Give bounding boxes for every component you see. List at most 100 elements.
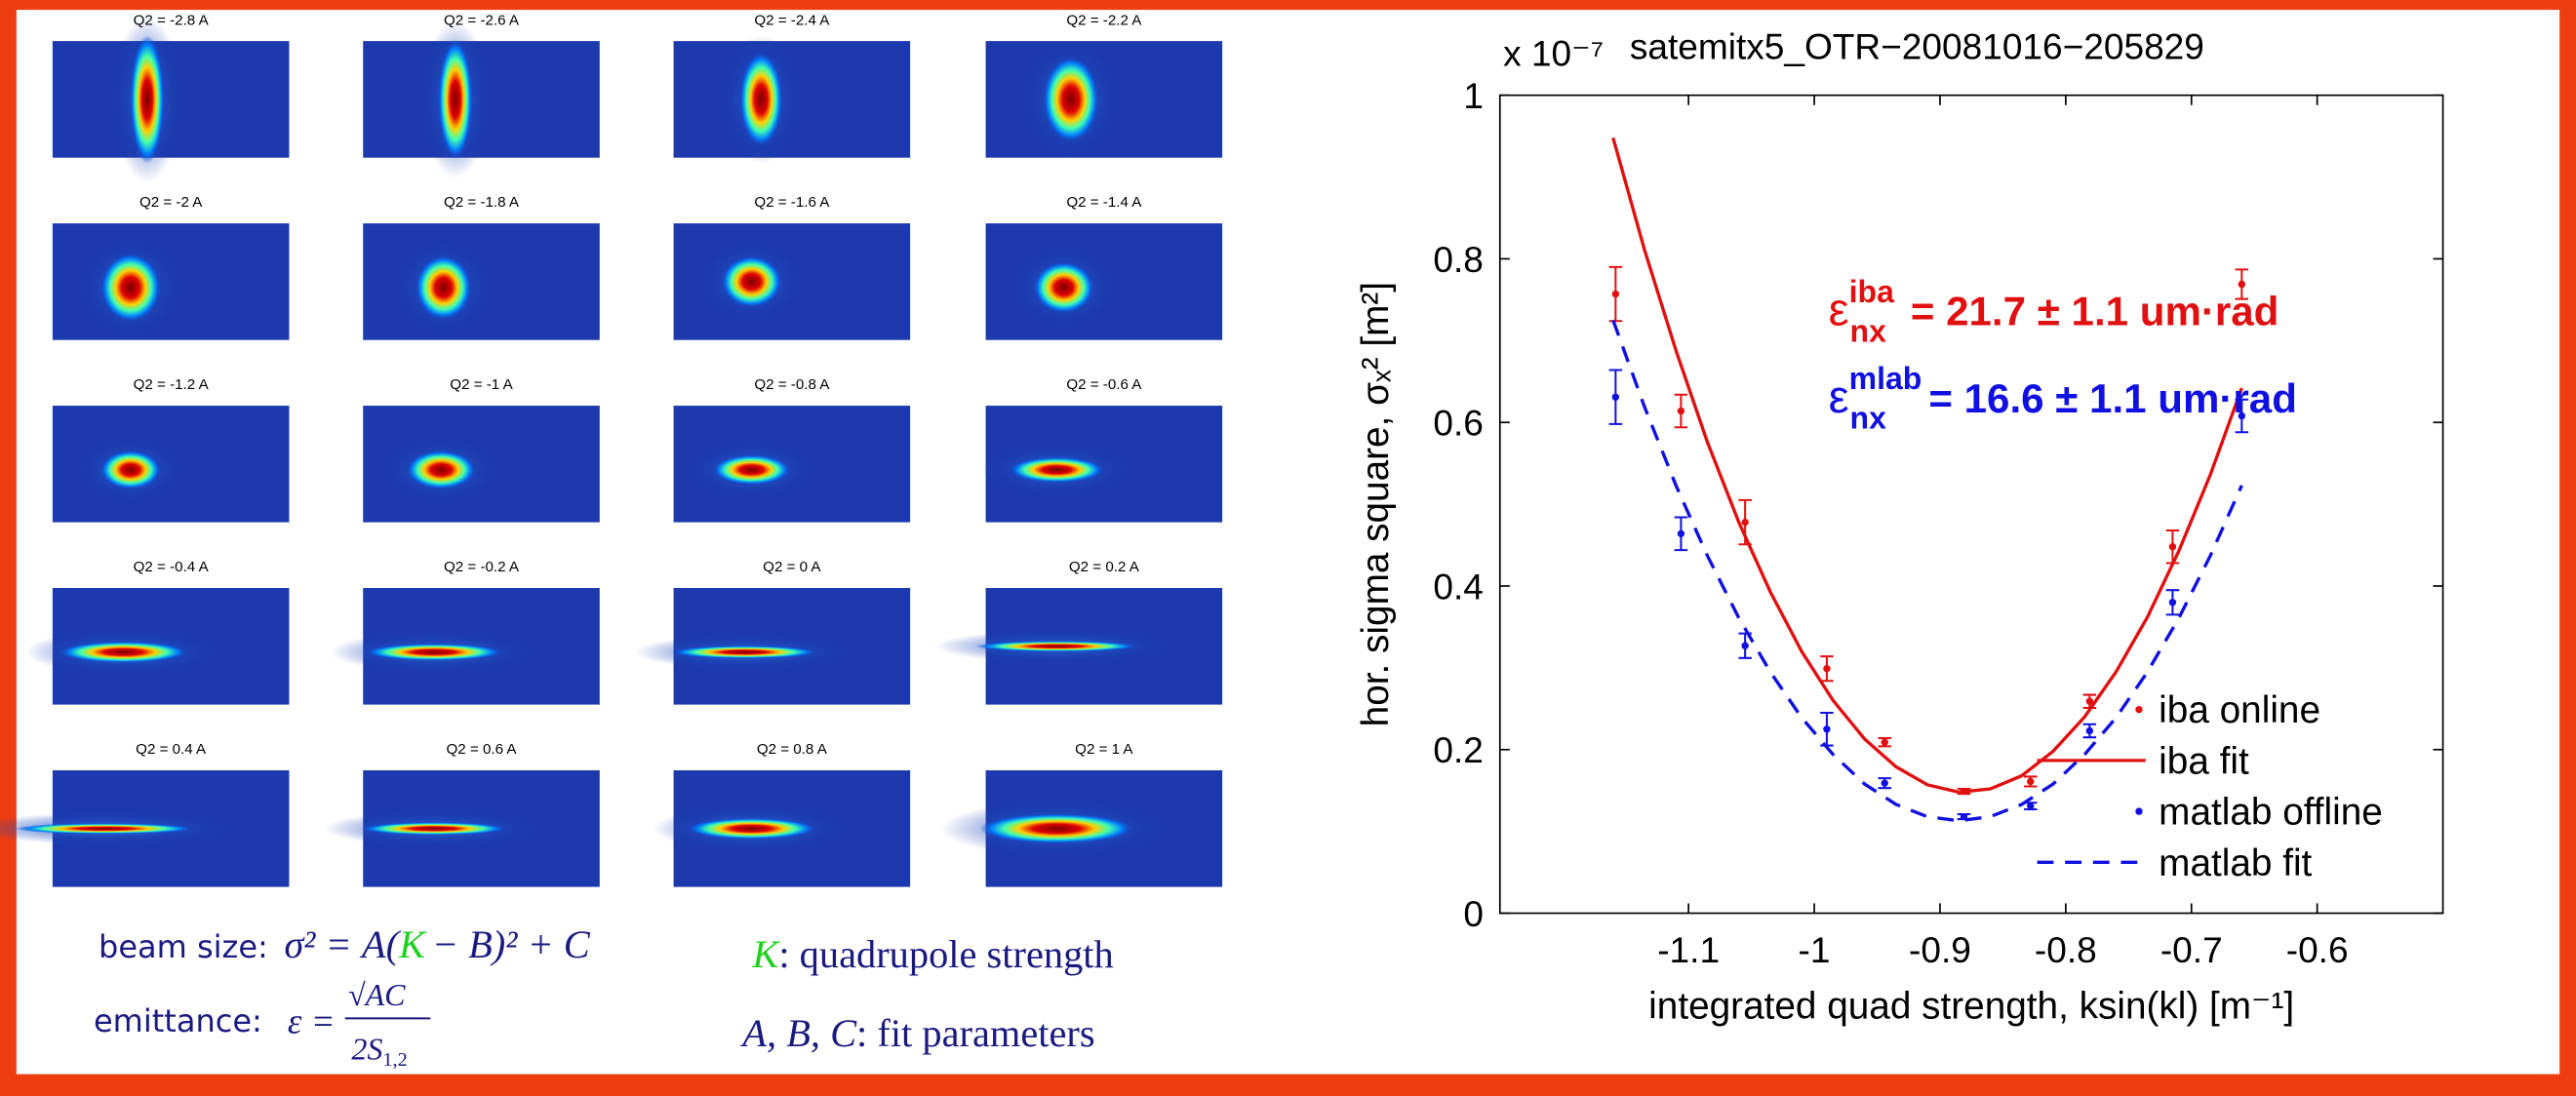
data-point <box>1823 665 1831 673</box>
abc-text: : fit parameters <box>856 1011 1095 1055</box>
beam-spot <box>416 255 472 320</box>
chart: x 10⁻⁷ satemitx5_OTR−20081016−205829 int… <box>1355 26 2444 1027</box>
image-label: Q2 = -1.2 A <box>134 376 210 393</box>
x-tick-label: -0.6 <box>2286 929 2349 970</box>
data-point <box>2027 777 2035 786</box>
x-axis-label: integrated quad strength, ksin(kl) [m⁻¹] <box>1648 985 2294 1027</box>
data-point <box>2085 726 2094 735</box>
annotation-symbol: ε <box>1829 371 1849 422</box>
x-tick-label: -1.1 <box>1657 929 1720 970</box>
beam-spot <box>687 817 816 840</box>
k-text: : quadrupole strength <box>778 932 1113 976</box>
annotation-text: = 21.7 ± 1.1 um·rad <box>1911 289 2279 334</box>
data-point <box>1741 518 1749 527</box>
beam-spot <box>100 450 161 489</box>
image-label: Q2 = 0.2 A <box>1069 559 1140 575</box>
beam-spot <box>1010 456 1104 483</box>
image-label: Q2 = 0.8 A <box>757 741 828 758</box>
beam-spot <box>100 253 161 322</box>
image-label: Q2 = 0.6 A <box>447 741 518 758</box>
beam-spot <box>671 646 817 659</box>
image-label: Q2 = 1 A <box>1075 741 1133 758</box>
y-tick-label: 0.4 <box>1433 566 1484 607</box>
legend-swatch <box>2135 807 2143 815</box>
beam-spot <box>15 823 195 835</box>
denominator-sub: 1,2 <box>382 1049 407 1071</box>
data-point <box>1881 738 1888 746</box>
y-tick-label: 0 <box>1463 893 1484 934</box>
data-point <box>2238 411 2246 420</box>
image-label: Q2 = -2.2 A <box>1066 12 1142 28</box>
denominator-main: 2S <box>351 1031 382 1066</box>
image-label: Q2 = -1.4 A <box>1066 194 1142 211</box>
x-tick-label: -0.8 <box>2035 929 2097 970</box>
annotation-sup: mlab <box>1849 361 1922 396</box>
abc-note: A, B, C: fit parameters <box>739 1011 1094 1055</box>
annotation-sup: iba <box>1849 274 1894 309</box>
data-point <box>1741 642 1749 649</box>
beam-spot <box>438 39 473 160</box>
formulas: beam size: σ² = A(K − B)² + C emittance: … <box>94 922 1114 1071</box>
data-point <box>1677 529 1685 538</box>
image-label: Q2 = -2.4 A <box>754 12 830 28</box>
beam-spot <box>975 641 1138 652</box>
image-label: Q2 = -2 A <box>139 194 203 211</box>
y-tick-label: 0.6 <box>1433 403 1484 444</box>
image-label: Q2 = 0 A <box>763 559 821 575</box>
plot-area <box>1498 94 2444 915</box>
emittance-denominator: 2S1,2 <box>351 1031 407 1071</box>
fit-line <box>1611 319 2243 823</box>
beam-spot <box>721 255 782 308</box>
image-label: Q2 = -1.8 A <box>444 194 520 211</box>
beam-spot <box>713 454 791 486</box>
data-point <box>2238 280 2246 289</box>
annotation-text: = 16.6 ± 1.1 um·rad <box>1928 375 2297 421</box>
image-label: Q2 = -0.8 A <box>754 376 830 393</box>
annotation-symbol: ε <box>1829 284 1849 335</box>
y-tick-label: 0.2 <box>1433 729 1484 770</box>
y-tick-label: 1 <box>1463 75 1484 116</box>
formula-part: − B)² + C <box>432 922 591 966</box>
beam-size-label: beam size: <box>99 928 268 965</box>
k-note: K: quadrupole strength <box>751 932 1113 976</box>
image-label: Q2 = -0.4 A <box>134 559 210 575</box>
x-tick-label: -1 <box>1799 929 1831 970</box>
image-label: Q2 = -1.6 A <box>754 194 830 211</box>
annotation-sub: nx <box>1850 401 1887 436</box>
y-multiplier: x 10⁻⁷ <box>1503 32 1604 73</box>
legend-swatch <box>2135 705 2143 714</box>
beam-size-formula: σ² = A(K − B)² + C <box>284 922 590 966</box>
data-point <box>2027 802 2035 810</box>
image-label: Q2 = -1 A <box>450 376 513 393</box>
beam-spot <box>365 644 503 661</box>
beam-spot <box>407 450 476 489</box>
formula-k: K <box>398 922 427 966</box>
emittance-lhs: ε = <box>288 1001 336 1041</box>
beam-spot <box>59 641 188 663</box>
data-point <box>1611 393 1620 401</box>
legend-label: matlab fit <box>2159 842 2312 884</box>
beam-spot <box>979 813 1134 844</box>
emittance-numerator: √AC <box>348 977 406 1012</box>
annotation: εiba nx = 21.7 ± 1.1 um·rad <box>1829 274 2279 348</box>
data-point <box>2085 697 2094 705</box>
data-point <box>1677 407 1685 415</box>
y-tick-label: 0.8 <box>1433 239 1484 280</box>
beam-spot <box>361 822 507 836</box>
legend-label: matlab offline <box>2159 792 2383 834</box>
annotation-sub: nx <box>1850 313 1887 348</box>
data-point <box>1881 779 1888 787</box>
image-label: Q2 = -0.6 A <box>1066 376 1142 393</box>
beam-spot <box>1033 261 1094 314</box>
beam-spot <box>739 52 783 147</box>
x-tick-label: -0.9 <box>1909 929 1971 970</box>
formula-part: σ² = A( <box>284 922 401 966</box>
legend-label: iba online <box>2159 689 2320 731</box>
k-symbol: K <box>751 932 780 976</box>
fit-line <box>1611 137 2243 795</box>
legend-label: iba fit <box>2159 740 2249 782</box>
image-label: Q2 = 0.4 A <box>136 741 207 758</box>
beam-spot <box>1043 57 1099 142</box>
